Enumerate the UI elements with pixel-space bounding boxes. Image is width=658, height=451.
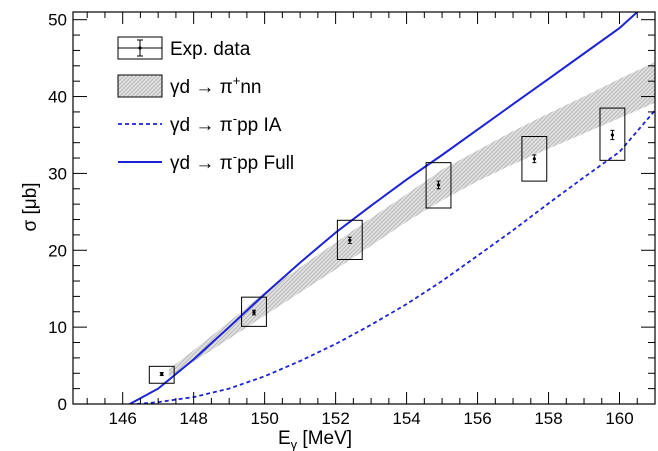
y-tick-label: 10 xyxy=(48,318,67,337)
legend-data-marker xyxy=(138,46,142,50)
y-tick-label: 20 xyxy=(48,241,67,260)
legend-label: γd → π-pp Full xyxy=(170,149,294,174)
data-point xyxy=(348,238,352,242)
y-tick-label: 30 xyxy=(48,164,67,183)
legend-label-main: γd → π xyxy=(170,77,233,98)
legend-band-swatch xyxy=(117,74,163,98)
y-tick-label: 0 xyxy=(58,395,67,414)
x-tick-label: 156 xyxy=(463,409,491,428)
axes: 146 148 150 152 154 156 158 160 0 10 20 30 40 50 xyxy=(48,11,656,428)
legend-label-sup: - xyxy=(233,111,237,126)
x-tick-label: 146 xyxy=(108,409,136,428)
legend-label: γd → π+nn xyxy=(170,73,261,98)
data-point xyxy=(252,310,256,315)
legend-label-main: γd → π xyxy=(170,153,233,174)
x-tick-label: 160 xyxy=(605,409,633,428)
x-tick-label: 154 xyxy=(392,409,420,428)
sys-error-box xyxy=(336,219,363,260)
data-point xyxy=(532,157,536,161)
data-point xyxy=(160,372,164,376)
series-dashed-curve xyxy=(136,109,655,404)
legend-label-tail: nn xyxy=(240,77,261,98)
series-solid-curve xyxy=(129,12,638,404)
sys-error-box xyxy=(148,365,175,384)
data-point xyxy=(436,183,441,187)
sys-error-box xyxy=(425,162,452,209)
y-tick-label: 40 xyxy=(48,88,67,107)
sys-error-box xyxy=(521,136,548,182)
y-tick-label: 50 xyxy=(48,11,67,30)
sys-error-box xyxy=(241,296,267,327)
x-tick-label: 150 xyxy=(250,409,278,428)
plot-area xyxy=(129,12,655,404)
legend-label-tail: pp IA xyxy=(237,115,282,136)
legend-label-tail: pp Full xyxy=(237,153,294,174)
legend-label-sup: - xyxy=(233,149,237,164)
x-axis-label: Eγ [MeV] xyxy=(278,428,352,451)
sys-error-box xyxy=(599,107,626,161)
band-pi-plus-nn xyxy=(168,62,655,378)
y-axis-label: σ [μb] xyxy=(20,182,41,231)
x-tick-label: 158 xyxy=(534,409,562,428)
legend-label-main: γd → π xyxy=(170,115,233,136)
legend-label-sup: + xyxy=(233,73,241,88)
x-tick-label: 148 xyxy=(179,409,207,428)
data-point xyxy=(610,133,615,137)
x-tick-label: 152 xyxy=(321,409,349,428)
plot-frame xyxy=(72,11,656,405)
legend-label: γd → π-pp IA xyxy=(170,111,282,136)
legend-label: Exp. data xyxy=(170,39,251,60)
